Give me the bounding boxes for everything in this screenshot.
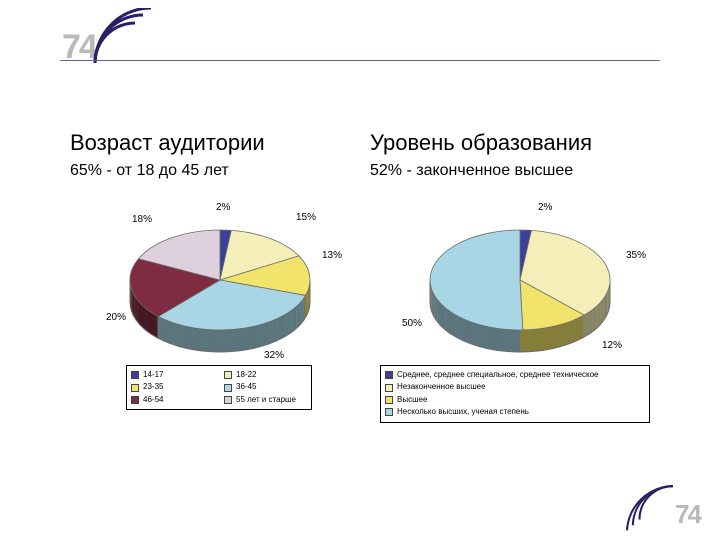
legend-label: Несколько высших, ученая степень [397,407,529,417]
legend-label: Среднее, среднее специальное, среднее те… [397,370,599,380]
pct-label: 12% [602,340,622,351]
legend-item: Высшее [385,394,645,406]
legend-label: 36-45 [236,382,256,392]
legend-item: Среднее, среднее специальное, среднее те… [385,369,645,381]
edu-title: Уровень образования [370,130,690,156]
legend-item: 46-54 [131,394,214,406]
legend-label: Высшее [397,395,427,405]
pct-label: 20% [106,312,126,323]
brand-logo-bottom: 74 [620,482,700,532]
legend-item: 55 лет и старше [224,394,307,406]
legend-item: Несколько высших, ученая степень [385,406,645,418]
legend-label: 55 лет и старше [236,395,296,405]
age-section: Возраст аудитории 65% - от 18 до 45 лет [70,130,370,180]
edu-pie-wrap: 2% 35% 12% 50% [370,200,690,370]
legend-label: Незаконченное высшее [397,382,486,392]
legend-label: 46-54 [143,395,163,405]
legend-swatch [224,384,232,392]
pct-label: 15% [296,212,316,223]
legend-item: Незаконченное высшее [385,381,645,393]
edu-subtitle: 52% - законченное высшее [370,162,690,180]
brand-number: 74 [675,499,700,530]
age-pie-svg [70,200,370,370]
legend-item: 23-35 [131,381,214,393]
legend-swatch [131,384,139,392]
pct-label: 2% [538,202,552,213]
brand-arcs-icon [90,8,160,68]
edu-chart: 2% 35% 12% 50% Среднее, среднее специальное… [370,200,690,460]
pct-label: 18% [132,214,152,225]
edu-pie-svg [370,200,690,370]
legend-swatch [385,396,393,404]
legend-swatch [385,408,393,416]
pct-label: 35% [626,250,646,261]
age-subtitle: 65% - от 18 до 45 лет [70,162,370,180]
pct-label: 2% [216,202,230,213]
age-title: Возраст аудитории [70,130,370,156]
age-pie-wrap: 2% 15% 13% 32% 20% 18% [70,200,370,370]
legend-label: 23-35 [143,382,163,392]
legend-swatch [385,371,393,379]
legend-swatch [131,396,139,404]
legend-label: 18-22 [236,370,256,380]
brand-arcs-icon [622,482,682,532]
age-chart: 2% 15% 13% 32% 20% 18% 14-17 18-22 23-35 36-45 46… [70,200,370,460]
edu-section: Уровень образования 52% - законченное вы… [370,130,690,180]
legend-item: 18-22 [224,369,307,381]
legend-item: 36-45 [224,381,307,393]
age-legend: 14-17 18-22 23-35 36-45 46-54 55 лет и старше [126,365,312,410]
legend-item: 14-17 [131,369,214,381]
pct-label: 13% [322,250,342,261]
brand-logo-top: 74 [62,10,182,70]
legend-swatch [224,371,232,379]
legend-swatch [385,384,393,392]
legend-swatch [224,396,232,404]
edu-legend: Среднее, среднее специальное, среднее те… [380,365,650,423]
pct-label: 50% [402,318,422,329]
legend-swatch [131,371,139,379]
legend-label: 14-17 [143,370,163,380]
header-rule [60,60,660,61]
pct-label: 32% [264,350,284,361]
